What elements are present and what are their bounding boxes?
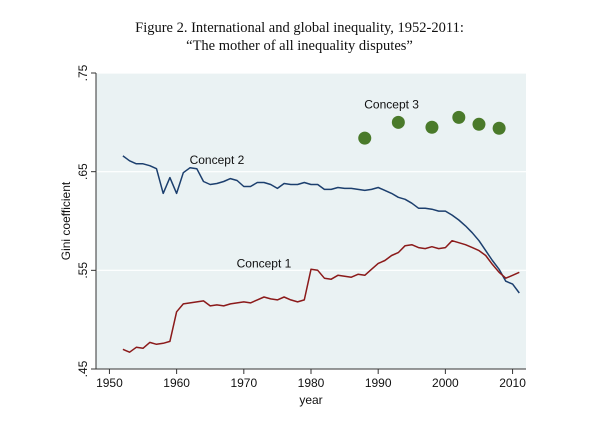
x-tick-label: 1990 [365, 376, 392, 390]
x-tick-label: 1970 [230, 376, 257, 390]
series-labels: Concept 2 Concept 1 Concept 3 [190, 98, 420, 271]
x-tick-label: 1950 [96, 376, 123, 390]
concept-2-line [122, 155, 520, 294]
y-tick-label: .75 [76, 64, 90, 81]
y-tick-label: .45 [76, 360, 90, 377]
concept-3-point [358, 131, 372, 145]
concept-2-label: Concept 2 [190, 153, 245, 167]
y-tick-label: .55 [76, 262, 90, 279]
x-tick-label: 2000 [432, 376, 459, 390]
series [122, 110, 520, 353]
y-axis-title: Gini coefficient [59, 181, 73, 260]
concept-1-label: Concept 1 [237, 256, 292, 270]
concept-3-point [425, 120, 439, 134]
plot-area [96, 73, 526, 369]
x-tick-label: 1960 [163, 376, 190, 390]
x-tick-label: 2010 [499, 376, 526, 390]
concept-3-point [452, 110, 466, 124]
concept-3-point [391, 115, 405, 129]
concept-1-line [122, 239, 520, 353]
concept-3-label: Concept 3 [364, 98, 419, 112]
figure-title: Figure 2. International and global inequ… [135, 20, 464, 36]
x-axis-title: year [299, 393, 322, 407]
x-tick-label: 1980 [298, 376, 325, 390]
axis-ticks: .45 .55 .65 .75 1950 1960 1970 1980 1990 2000 2010 [76, 64, 526, 390]
concept-3-point [472, 117, 486, 131]
y-tick-label: .65 [76, 163, 90, 180]
concept-3-point [492, 121, 506, 135]
figure-subtitle: “The mother of all inequality disputes” [186, 38, 413, 54]
